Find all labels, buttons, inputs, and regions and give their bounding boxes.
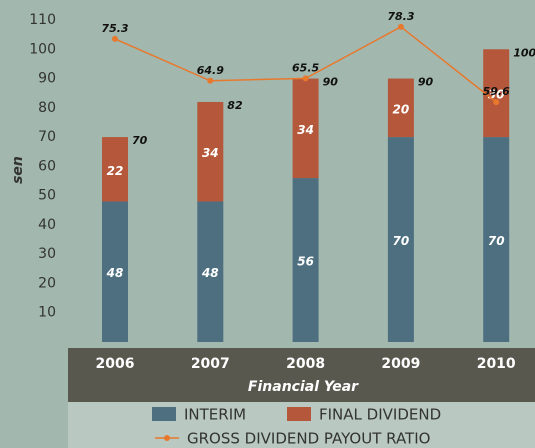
y-tick-label: 40	[38, 217, 56, 233]
bar-segment	[292, 78, 319, 179]
payout-point	[397, 23, 404, 30]
legend-label: GROSS DIVIDEND PAYOUT RATIO	[187, 430, 430, 448]
bar-segment	[197, 201, 224, 342]
total-label: 90	[418, 76, 434, 89]
y-tick-label: 20	[38, 275, 56, 291]
payout-point	[112, 35, 118, 42]
legend-label: INTERIM	[184, 406, 246, 424]
x-axis-label: Financial Year	[248, 379, 359, 395]
payout-point	[207, 77, 214, 84]
segment-label: 20	[393, 102, 410, 116]
y-tick-label: 70	[38, 129, 56, 145]
payout-label: 59.6	[483, 85, 510, 98]
segment-label: 70	[488, 234, 505, 248]
y-tick-label: 50	[38, 188, 56, 204]
bar-segment	[197, 101, 224, 202]
x-tick-label: 2008	[286, 356, 325, 372]
x-tick-label: 2010	[477, 356, 516, 372]
x-tick-label: 2006	[96, 356, 135, 372]
x-tick-label: 2009	[381, 356, 420, 372]
segment-label: 56	[297, 255, 314, 269]
payout-label: 75.3	[101, 22, 128, 35]
segment-label: 70	[393, 234, 410, 248]
bar-segment	[387, 137, 414, 342]
total-label: 70	[132, 134, 148, 147]
segment-label: 22	[107, 164, 124, 178]
bar-segment	[483, 137, 510, 342]
y-tick-label: 110	[29, 12, 56, 28]
payout-point	[493, 99, 500, 106]
y-tick-label: 90	[38, 71, 56, 87]
segment-label: 48	[106, 266, 124, 280]
legend-swatch	[287, 407, 311, 421]
total-label: 82	[227, 99, 243, 112]
x-tick-label: 2007	[191, 356, 230, 372]
payout-point	[302, 75, 309, 82]
bar-segment	[102, 137, 128, 202]
payout-label: 65.5	[292, 61, 319, 74]
bar-segment	[387, 78, 414, 138]
y-tick-label: 10	[38, 305, 56, 321]
payout-label: 64.9	[197, 64, 224, 77]
bar-segment	[483, 49, 510, 138]
segment-label: 48	[201, 266, 219, 280]
legend-label: FINAL DIVIDEND	[319, 406, 441, 424]
bar-segment	[292, 178, 319, 342]
y-tick-label: 100	[29, 41, 56, 57]
total-label: 100	[513, 46, 535, 59]
y-tick-label: 80	[38, 100, 56, 116]
y-axis-label: sen	[10, 156, 26, 184]
total-label: 90	[323, 76, 339, 89]
segment-label: 34	[297, 123, 314, 137]
segment-label: 34	[202, 146, 219, 160]
payout-label: 78.3	[387, 10, 414, 23]
x-axis-band	[68, 348, 535, 402]
bar-segment	[102, 201, 128, 342]
legend-dot	[164, 435, 170, 441]
y-tick-label: 30	[38, 246, 56, 262]
y-tick-label: 60	[38, 158, 56, 174]
legend-swatch	[152, 407, 176, 421]
